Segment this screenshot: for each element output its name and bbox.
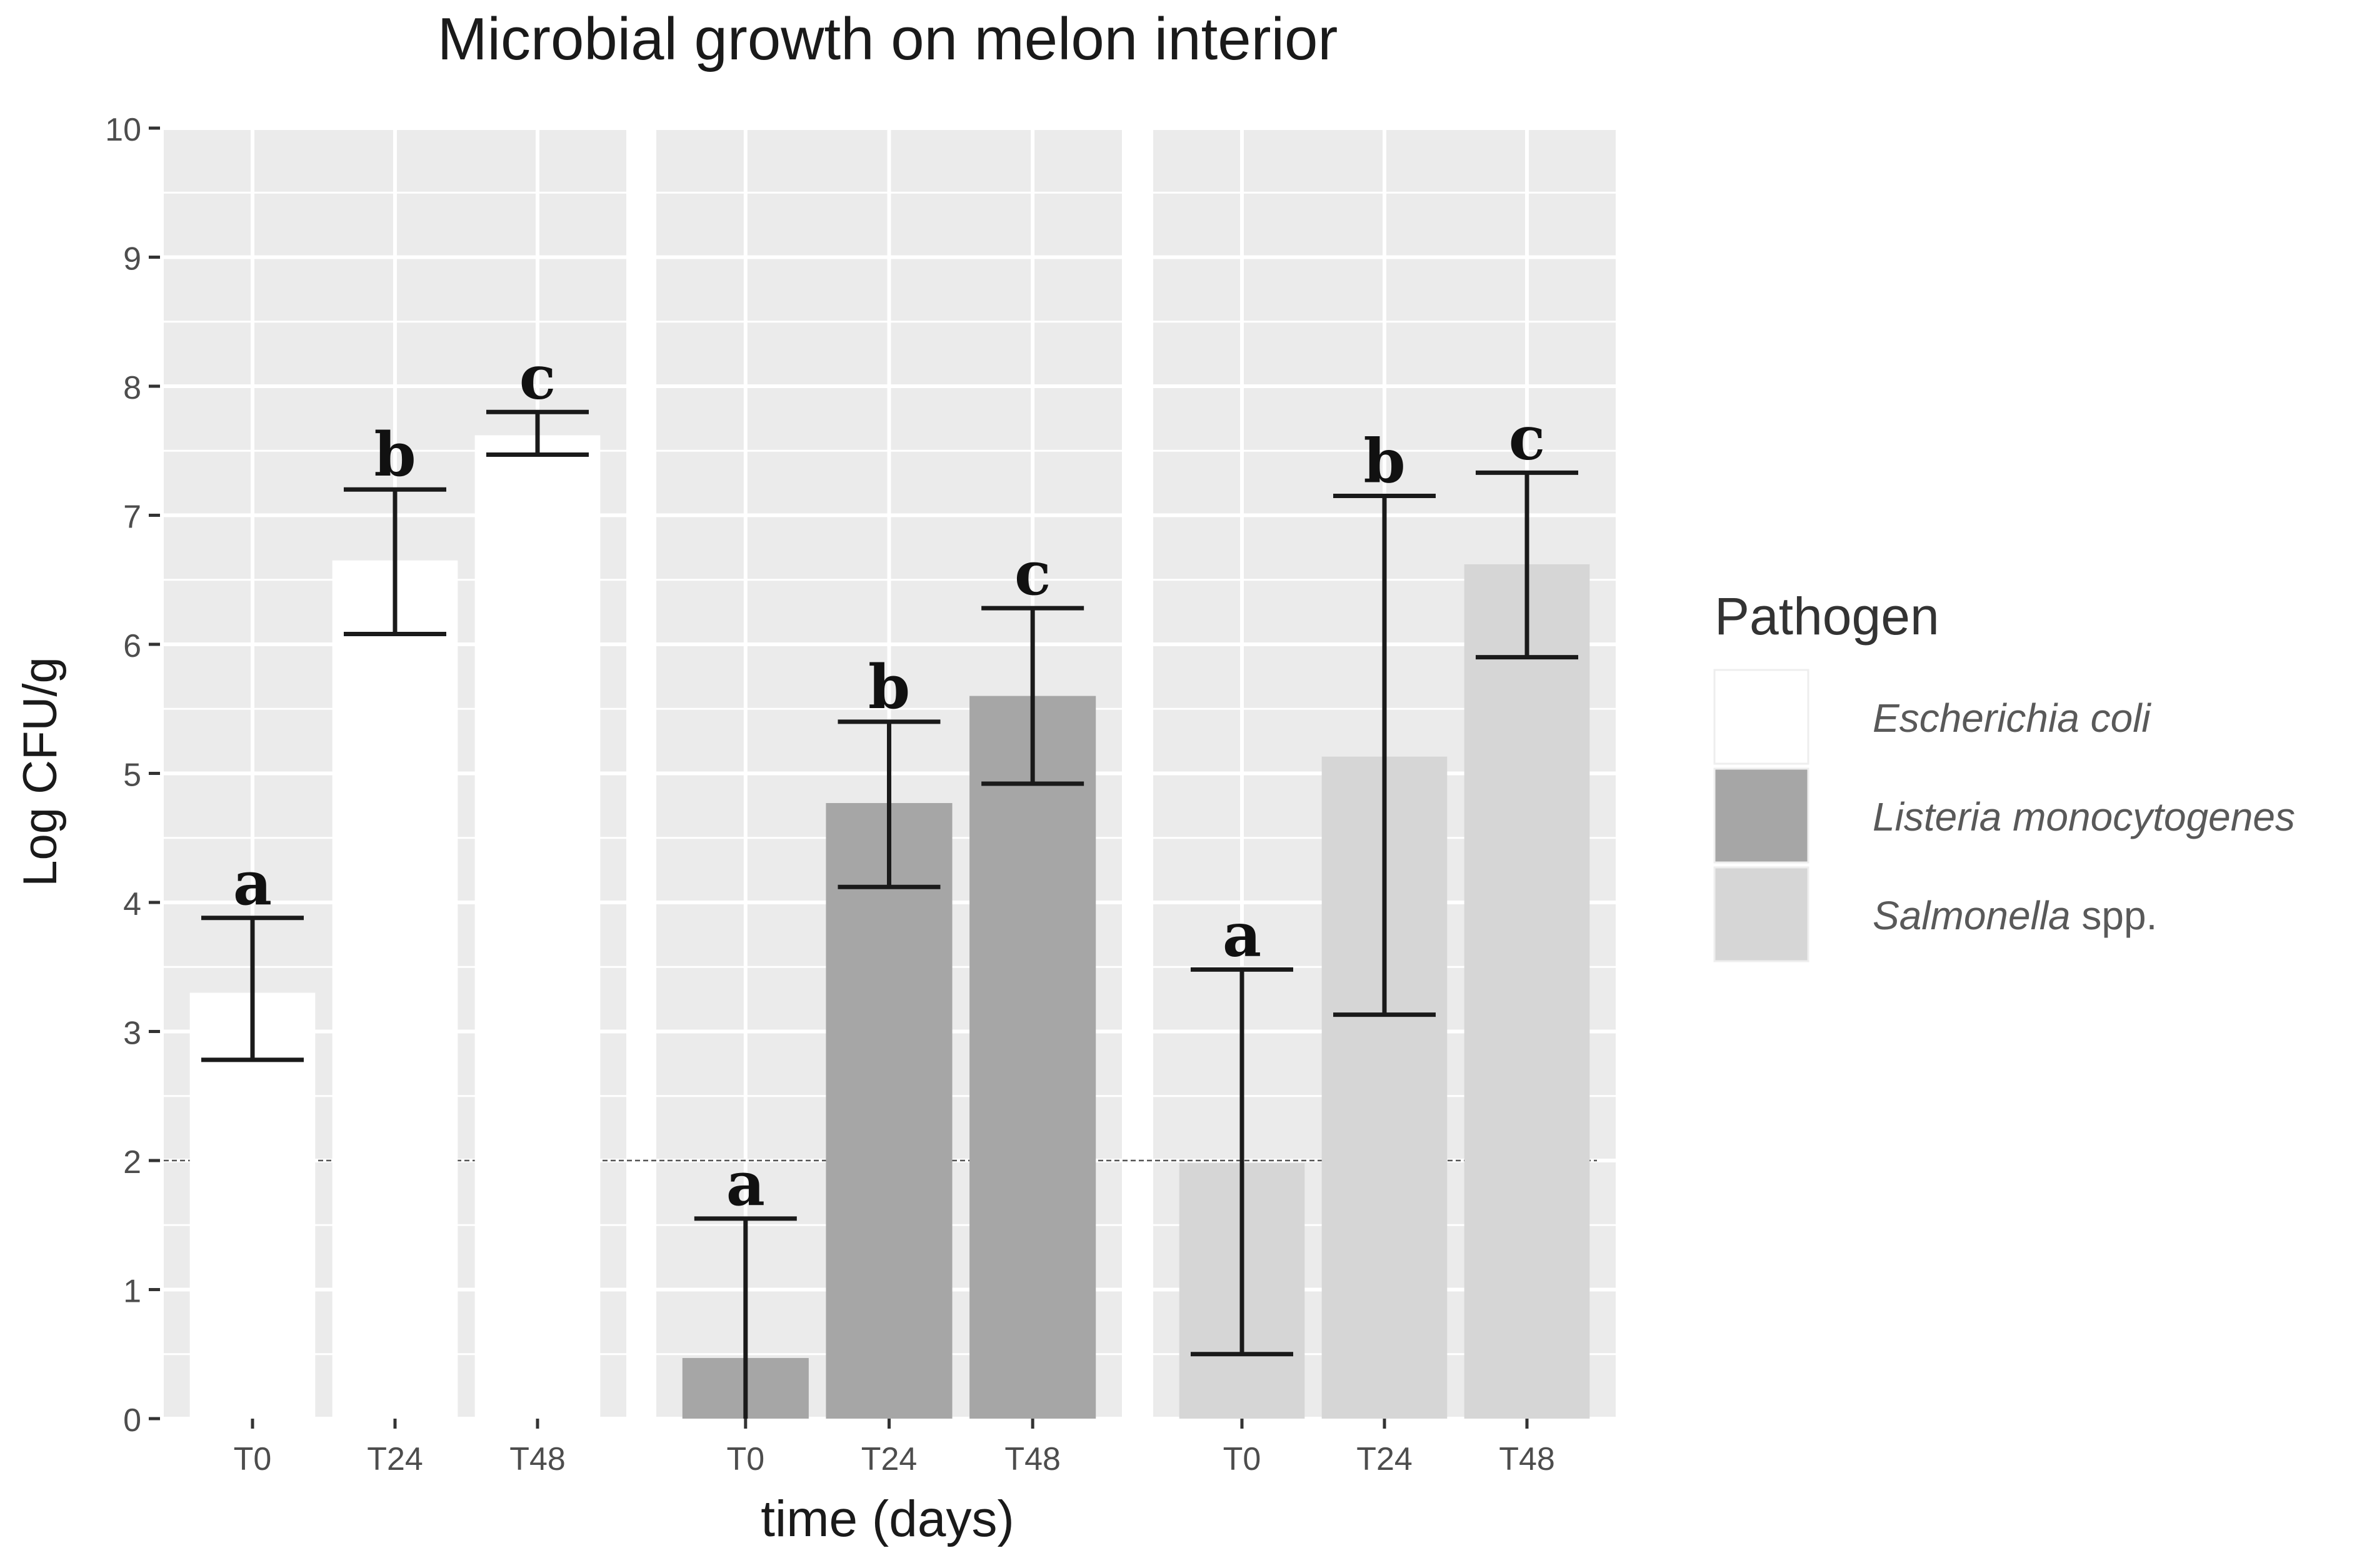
- bar: [969, 696, 1096, 1419]
- y-tick-label: 4: [123, 886, 141, 922]
- legend: Pathogen Escherichia coli Listeria monocy…: [1713, 587, 2295, 962]
- y-tick-label: 8: [123, 370, 141, 406]
- significance-labels: a b c a b c a b c: [233, 342, 1545, 1219]
- y-tick-label: 6: [123, 628, 141, 664]
- bar: [189, 992, 316, 1419]
- legend-title: Pathogen: [1714, 587, 1939, 646]
- significance-label: c: [1014, 538, 1051, 609]
- y-tick-label: 0: [123, 1402, 141, 1439]
- x-tick-label: T24: [1356, 1441, 1413, 1477]
- legend-label-italic: Salmonella: [1873, 893, 2071, 938]
- legend-label: Escherichia coli: [1873, 696, 2151, 741]
- y-tick-label: 2: [123, 1144, 141, 1181]
- legend-key: [1713, 669, 1809, 765]
- significance-label: a: [726, 1149, 765, 1219]
- significance-label: c: [519, 342, 556, 412]
- legend-label-italic: Escherichia coli: [1873, 696, 2151, 741]
- legend-key: [1713, 866, 1809, 962]
- bar: [474, 435, 601, 1419]
- significance-label: a: [1223, 899, 1261, 970]
- y-tick-label: 7: [123, 499, 141, 536]
- legend-label-italic: Listeria monocytogenes: [1873, 794, 2295, 839]
- y-tick-label: 1: [123, 1274, 141, 1310]
- chart-title: Microbial growth on melon interior: [438, 6, 1338, 72]
- bar: [1464, 564, 1590, 1419]
- x-tick-label: T48: [509, 1441, 566, 1477]
- y-tick-label: 3: [123, 1016, 141, 1052]
- significance-label: b: [1363, 426, 1405, 497]
- x-tick-label: T0: [1223, 1441, 1261, 1477]
- x-axis-ticks: T0 T24 T48 T0 T24 T48 T0 T24 T48: [234, 1419, 1555, 1477]
- significance-label: b: [868, 652, 910, 722]
- legend-label: Listeria monocytogenes: [1873, 794, 2295, 839]
- legend-key: [1713, 767, 1809, 864]
- y-axis: 0 1 2 3 4 5 6 7 8 9 10: [105, 112, 160, 1439]
- x-tick-label: T24: [367, 1441, 423, 1477]
- significance-label: c: [1509, 402, 1545, 473]
- significance-label: a: [233, 848, 272, 919]
- x-tick-label: T0: [726, 1441, 764, 1477]
- significance-label: b: [374, 419, 416, 490]
- y-axis-label: Log CFU/g: [14, 657, 67, 887]
- y-tick-label: 9: [123, 241, 141, 277]
- legend-label: Salmonella spp.: [1873, 893, 2157, 938]
- x-axis-label: time (days): [761, 1491, 1014, 1547]
- y-tick-label: 10: [105, 112, 141, 148]
- x-tick-label: T48: [1004, 1441, 1061, 1477]
- x-tick-label: T0: [234, 1441, 272, 1477]
- x-tick-label: T24: [861, 1441, 918, 1477]
- x-tick-label: T48: [1499, 1441, 1555, 1477]
- y-tick-label: 5: [123, 757, 141, 794]
- legend-label-suffix: spp.: [2071, 893, 2158, 938]
- bar: [826, 802, 953, 1419]
- error-bars: [201, 409, 1578, 1419]
- bar: [332, 560, 458, 1419]
